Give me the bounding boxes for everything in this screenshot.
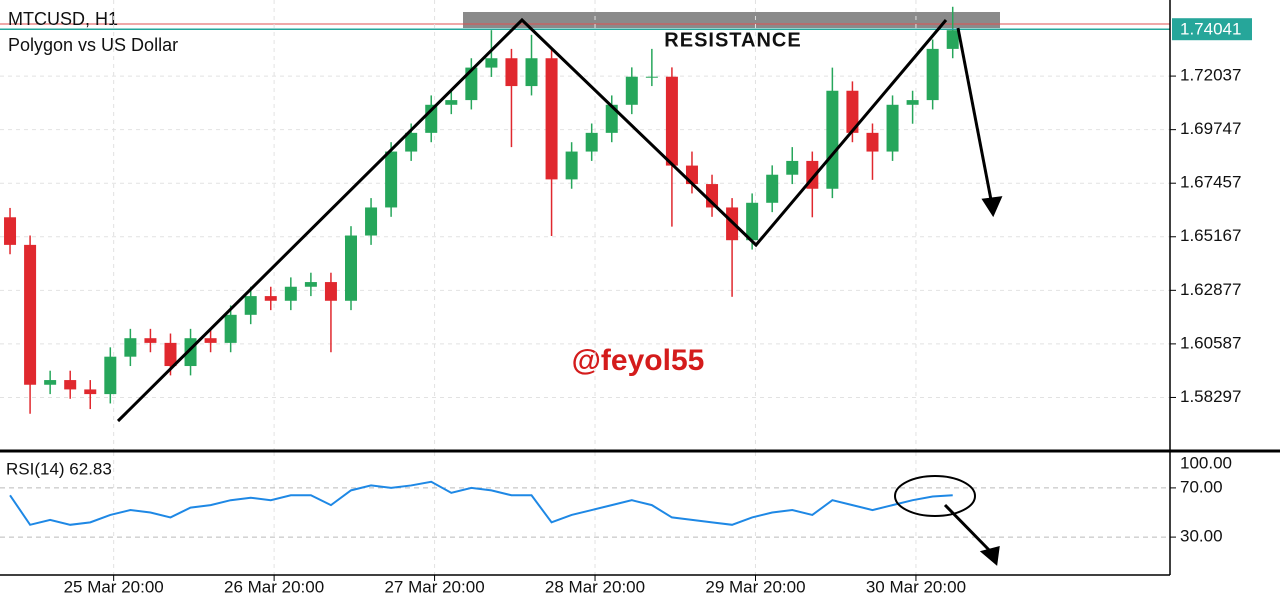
candle-body xyxy=(144,338,157,343)
candle-body xyxy=(525,58,538,87)
rsi-line xyxy=(9,480,953,526)
candle-body xyxy=(284,286,297,301)
candle-body xyxy=(505,58,518,87)
candle-body xyxy=(886,104,899,152)
x-tick-label: 25 Mar 20:00 xyxy=(64,577,164,596)
watermark: @feyol55 xyxy=(572,344,705,377)
candle-body xyxy=(244,296,257,315)
candle-body xyxy=(264,296,277,301)
y-tick-label: 1.65167 xyxy=(1180,226,1241,245)
candle-body xyxy=(846,90,859,133)
candle-body xyxy=(906,100,919,105)
x-tick-label: 28 Mar 20:00 xyxy=(545,577,645,596)
x-tick-label: 29 Mar 20:00 xyxy=(705,577,805,596)
candle-body xyxy=(645,76,658,78)
candle-body xyxy=(445,100,458,105)
y-tick-label: 1.67457 xyxy=(1180,173,1241,192)
chart-subtitle: Polygon vs US Dollar xyxy=(8,35,178,55)
x-tick-label: 30 Mar 20:00 xyxy=(866,577,966,596)
y-tick-label: 100.00 xyxy=(1180,453,1232,472)
y-tick-label: 1.60587 xyxy=(1180,333,1241,352)
y-tick-label: 70.00 xyxy=(1180,477,1223,496)
candle-body xyxy=(224,314,237,343)
candle-body xyxy=(946,30,959,49)
candle-body xyxy=(385,151,398,208)
candle-body xyxy=(926,48,939,101)
resistance-zone xyxy=(463,12,1000,28)
candle-body xyxy=(565,151,578,180)
y-tick-label: 1.58297 xyxy=(1180,387,1241,406)
last-price-label: 1.74041 xyxy=(1180,20,1241,39)
candle-body xyxy=(826,90,839,189)
x-tick-label: 26 Mar 20:00 xyxy=(224,577,324,596)
x-tick-label: 27 Mar 20:00 xyxy=(384,577,484,596)
candle-body xyxy=(866,132,879,152)
candle-body xyxy=(545,58,558,180)
y-tick-label: 1.62877 xyxy=(1180,280,1241,299)
candle-body xyxy=(585,132,598,152)
candle-body xyxy=(746,202,759,241)
candle-body xyxy=(64,380,77,390)
candle-body xyxy=(84,389,97,395)
candle-body xyxy=(485,58,498,68)
candle-body xyxy=(605,104,618,133)
candle-body xyxy=(786,160,799,175)
y-tick-label: 1.72037 xyxy=(1180,66,1241,85)
last-price-box xyxy=(1172,18,1252,41)
chart-title: MTCUSD, H1 xyxy=(8,9,118,29)
resistance-label: RESISTANCE xyxy=(664,29,801,51)
candle-body xyxy=(665,76,678,166)
candle-body xyxy=(345,235,357,301)
candle-body xyxy=(304,282,317,287)
trend-lines xyxy=(116,17,1003,566)
candle-body xyxy=(365,207,378,236)
candle-body xyxy=(324,282,337,301)
candle-body xyxy=(204,338,217,343)
candle-body xyxy=(124,338,137,357)
candle-body xyxy=(766,174,779,203)
candle-body xyxy=(465,67,478,101)
candle-body xyxy=(4,217,17,245)
candle-body xyxy=(405,132,418,152)
candle-body xyxy=(44,380,57,385)
y-tick-label: 30.00 xyxy=(1180,527,1223,546)
y-tick-label: 1.69747 xyxy=(1180,119,1241,138)
rsi-title: RSI(14) 62.83 xyxy=(6,459,112,478)
candle-body xyxy=(625,76,638,105)
candle-body xyxy=(164,342,177,367)
candle-body xyxy=(104,356,117,395)
candle-body xyxy=(24,244,37,385)
